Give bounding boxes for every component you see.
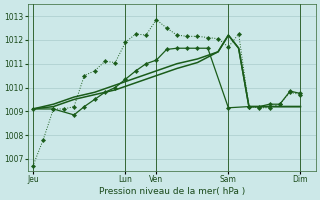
X-axis label: Pression niveau de la mer( hPa ): Pression niveau de la mer( hPa ) bbox=[99, 187, 245, 196]
